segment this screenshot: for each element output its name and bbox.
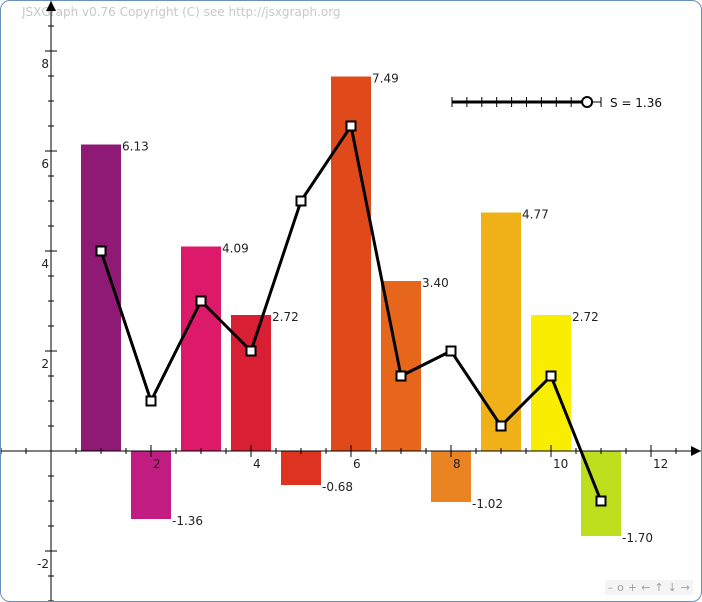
- navigation-bar: – o + ← ↑ ↓ →: [604, 580, 693, 595]
- draggable-point[interactable]: [545, 370, 557, 382]
- bar-value-label: 2.72: [272, 310, 299, 324]
- y-tick-label: 4: [41, 257, 49, 271]
- zoom-in-button[interactable]: +: [627, 581, 638, 594]
- slider-knob[interactable]: [581, 96, 594, 108]
- draggable-point[interactable]: [145, 395, 157, 407]
- y-tick-label: 2: [41, 357, 49, 371]
- bar: [531, 315, 571, 451]
- bar-value-label: 4.77: [522, 208, 549, 222]
- draggable-point[interactable]: [245, 345, 257, 357]
- draggable-point[interactable]: [445, 345, 457, 357]
- draggable-point[interactable]: [295, 195, 307, 207]
- bar-value-label: 2.72: [572, 310, 599, 324]
- bar-value-label: 4.09: [222, 242, 249, 256]
- y-tick-label: -2: [37, 557, 49, 571]
- copyright-text: JSXGraph v0.76 Copyright (C) see http://…: [22, 5, 341, 19]
- x-tick-label: 10: [553, 457, 568, 471]
- draggable-point[interactable]: [395, 370, 407, 382]
- y-axis-arrow-icon: [46, 1, 56, 11]
- bar-value-label: 6.13: [122, 140, 149, 154]
- zoom-out-button[interactable]: –: [607, 581, 614, 594]
- bar: [481, 212, 521, 451]
- x-tick-label: 6: [353, 457, 361, 471]
- zoom-reset-button[interactable]: o: [617, 581, 624, 594]
- draggable-point[interactable]: [345, 120, 357, 132]
- bar-value-label: -0.68: [322, 480, 353, 494]
- bar: [131, 451, 171, 519]
- bar: [281, 451, 321, 485]
- x-tick-label: 12: [653, 457, 668, 471]
- draggable-point[interactable]: [595, 495, 607, 507]
- pan-down-button[interactable]: ↓: [667, 581, 677, 594]
- draggable-point[interactable]: [195, 295, 207, 307]
- draggable-point[interactable]: [95, 245, 107, 257]
- x-axis-arrow-icon: [691, 446, 701, 456]
- bar-value-label: 3.40: [422, 276, 449, 290]
- bar: [431, 451, 471, 502]
- x-tick-label: 2: [153, 457, 161, 471]
- x-tick-label: 4: [253, 457, 261, 471]
- bar-value-label: 7.49: [372, 72, 399, 86]
- pan-left-button[interactable]: ←: [641, 581, 651, 594]
- bar: [181, 246, 221, 451]
- bar: [331, 76, 371, 451]
- x-tick-label: 8: [453, 457, 461, 471]
- bar-value-label: -1.36: [172, 514, 203, 528]
- pan-right-button[interactable]: →: [680, 581, 690, 594]
- bar-value-label: -1.02: [472, 497, 503, 511]
- y-tick-label: 8: [41, 57, 49, 71]
- draggable-point[interactable]: [495, 420, 507, 432]
- pan-up-button[interactable]: ↑: [654, 581, 664, 594]
- y-tick-label: 6: [41, 157, 49, 171]
- bar-value-label: -1.70: [622, 531, 653, 545]
- bar: [81, 144, 121, 451]
- slider-value-label: S = 1.36: [610, 96, 662, 110]
